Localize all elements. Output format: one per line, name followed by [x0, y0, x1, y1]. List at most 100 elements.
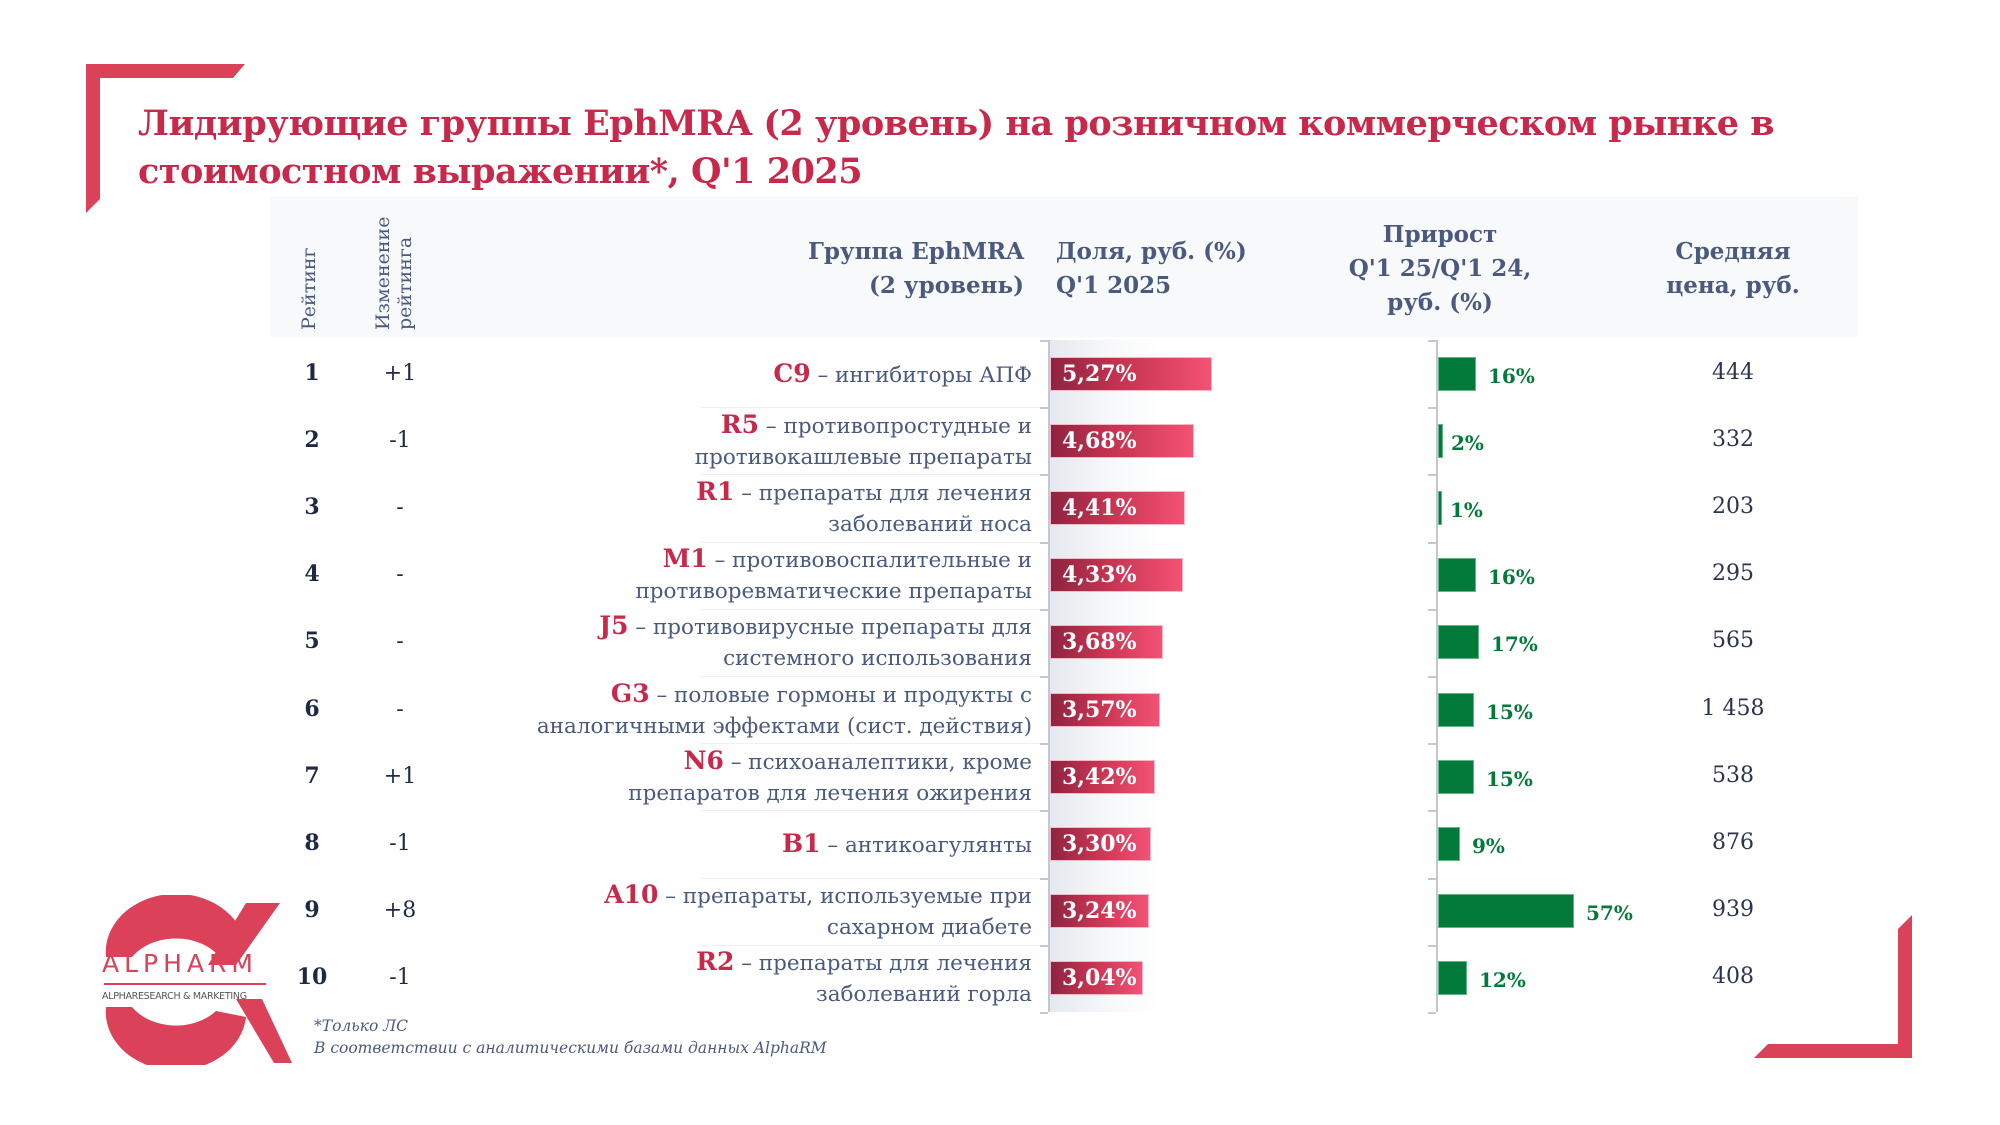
rank-value: 9	[304, 897, 320, 923]
group-line1: J5 – противовирусные препараты для	[312, 610, 1032, 643]
avg-price-value: 939	[1712, 897, 1754, 922]
share-label: 4,68%	[1062, 428, 1137, 454]
alpha-symbol-icon	[104, 893, 292, 1071]
share-axis-tick	[1040, 878, 1048, 880]
row-separator	[700, 878, 1040, 879]
avg-price-value: 444	[1712, 360, 1754, 385]
rank-value: 2	[304, 427, 320, 453]
growth-axis	[1436, 340, 1438, 1012]
rank-change-value: -1	[389, 831, 411, 856]
growth-label: 12%	[1479, 968, 1526, 992]
share-label: 5,27%	[1062, 361, 1137, 387]
share-bar	[1050, 827, 1151, 861]
share-label: 3,57%	[1062, 697, 1137, 723]
footnote-only-drugs: *Только ЛС	[314, 1017, 409, 1035]
group-desc-line2: противокашлевые препараты	[694, 445, 1032, 470]
header-growth-line2: Q'1 25/Q'1 24,	[1348, 255, 1532, 282]
row-separator	[700, 676, 1040, 677]
group-code: R5	[720, 410, 760, 439]
group-code: N6	[683, 746, 724, 775]
growth-bar	[1438, 961, 1467, 995]
header-share-line2: Q'1 2025	[1056, 272, 1172, 299]
header-rank: Рейтинг	[298, 247, 320, 331]
growth-label: 16%	[1488, 565, 1535, 589]
header-price-line2: цена, руб.	[1666, 272, 1800, 299]
rank-value: 8	[304, 830, 320, 856]
growth-axis-tick	[1428, 878, 1436, 880]
group-label: N6 – психоаналептики, кроме препаратов дл…	[312, 745, 1032, 809]
avg-price-value: 408	[1712, 964, 1754, 989]
group-desc: – психоаналептики, кроме	[730, 750, 1032, 775]
row-separator	[700, 743, 1040, 744]
row-separator	[700, 407, 1040, 408]
group-line1: N6 – психоаналептики, кроме	[312, 745, 1032, 778]
growth-label: 1%	[1450, 498, 1483, 522]
group-desc: – препараты для лечения	[741, 481, 1032, 506]
rank-value: 10	[296, 964, 328, 990]
growth-bar	[1438, 558, 1476, 592]
avg-price-value: 1 458	[1701, 696, 1765, 721]
table-header	[270, 197, 1858, 337]
header-share-line1: Доля, руб. (%)	[1056, 238, 1247, 265]
growth-bar	[1438, 491, 1442, 525]
rank-value: 5	[304, 628, 320, 654]
growth-label: 15%	[1486, 767, 1533, 791]
growth-bar	[1438, 693, 1474, 727]
footnote-source: В соответствии с аналитическими базами д…	[314, 1039, 827, 1057]
share-label: 3,24%	[1062, 898, 1137, 924]
share-axis-tick	[1040, 609, 1048, 611]
group-desc-line2: аналогичными эффектами (сист. действия)	[536, 714, 1032, 739]
group-label: R2 – препараты для лечения заболеваний го…	[312, 946, 1032, 1010]
group-desc-line2: заболеваний горла	[815, 982, 1032, 1007]
group-desc-line2: системного использования	[723, 646, 1032, 671]
group-label: A10 – препараты, используемые при сахарно…	[312, 879, 1032, 943]
header-price-line1: Средняя	[1675, 238, 1791, 265]
growth-axis-tick	[1428, 542, 1436, 544]
group-code: M1	[662, 544, 708, 573]
growth-axis-tick	[1428, 340, 1436, 342]
share-bar	[1050, 894, 1149, 928]
group-desc: – противопростудные и	[765, 414, 1032, 439]
rank-change-value: +1	[383, 361, 417, 386]
growth-axis-tick	[1428, 810, 1436, 812]
avg-price-value: 332	[1712, 427, 1754, 452]
share-axis-tick	[1040, 340, 1048, 342]
group-line1: B1 – антикоагулянты	[312, 828, 1032, 861]
rank-change-value: -	[396, 562, 404, 587]
alpharm-logo: ALPHARM ALPHARESEARCH & MARKETING	[96, 893, 296, 1071]
group-line1: R5 – противопростудные и	[312, 409, 1032, 442]
growth-bar	[1438, 894, 1574, 928]
group-code: J5	[599, 611, 629, 640]
group-label: C9 – ингибиторы АПФ	[312, 358, 1032, 391]
share-label: 4,33%	[1062, 562, 1137, 588]
group-desc: – антикоагулянты	[827, 833, 1032, 858]
rank-change-value: -	[396, 495, 404, 520]
share-label: 3,42%	[1062, 764, 1137, 790]
row-separator	[700, 945, 1040, 946]
header-price: Средняя цена, руб.	[1633, 235, 1833, 303]
growth-axis-tick	[1428, 609, 1436, 611]
group-line1: R2 – препараты для лечения	[312, 946, 1032, 979]
growth-bar	[1438, 424, 1443, 458]
group-code: R2	[696, 947, 735, 976]
growth-axis-tick	[1428, 407, 1436, 409]
growth-axis-tick	[1428, 743, 1436, 745]
logo-tagline: ALPHARESEARCH & MARKETING	[102, 991, 247, 1002]
group-code: R1	[696, 477, 735, 506]
header-group: Группа EphMRA (2 уровень)	[640, 235, 1024, 303]
group-label: M1 – противовоспалительные и противоревма…	[312, 543, 1032, 607]
header-growth: Прирост Q'1 25/Q'1 24, руб. (%)	[1290, 218, 1590, 320]
header-change-line2: рейтинга	[394, 236, 416, 330]
group-code: A10	[604, 880, 659, 909]
growth-label: 16%	[1488, 364, 1535, 388]
group-label: R5 – противопростудные и противокашлевые …	[312, 409, 1032, 473]
group-desc: – противовирусные препараты для	[635, 615, 1032, 640]
growth-axis-tick	[1428, 676, 1436, 678]
group-code: C9	[773, 359, 811, 388]
share-bar	[1050, 424, 1194, 458]
growth-bar	[1438, 827, 1460, 861]
growth-label: 9%	[1472, 834, 1505, 858]
growth-bar	[1438, 357, 1476, 391]
share-label: 3,30%	[1062, 831, 1137, 857]
share-axis-tick	[1040, 1012, 1048, 1014]
